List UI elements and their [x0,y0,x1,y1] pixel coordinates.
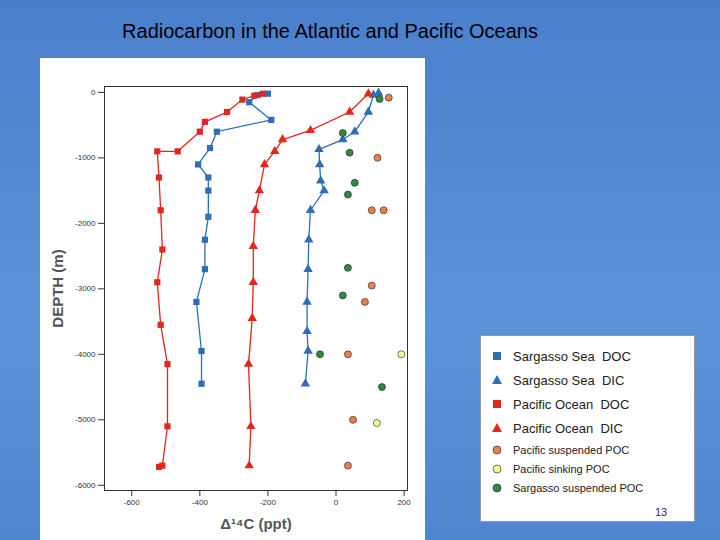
svg-text:0: 0 [334,498,339,507]
svg-text:0: 0 [91,88,96,97]
svg-text:-2000: -2000 [75,219,96,228]
svg-text:DEPTH (m): DEPTH (m) [49,249,66,327]
svg-text:-1000: -1000 [75,153,96,162]
html-text:Pacific suspended POC: Pacific suspended POC [513,443,630,456]
svg-text:Δ¹⁴C (ppt): Δ¹⁴C (ppt) [220,515,292,532]
html-text:Sargasso Sea DIC: Sargasso Sea DIC [513,372,625,388]
svg-text:-200: -200 [260,498,277,507]
svg-text:200: 200 [397,498,411,507]
html-text:Pacific Ocean DIC: Pacific Ocean DIC [513,420,623,436]
svg-text:-3000: -3000 [75,284,96,293]
html-text:Sargasso Sea DOC: Sargasso Sea DOC [513,348,631,364]
html-text:Sargasso suspended POC: Sargasso suspended POC [513,481,644,494]
svg-text:-5000: -5000 [75,415,96,424]
html-text:Pacific Ocean DOC: Pacific Ocean DOC [513,396,630,412]
html-text:Radiocarbon in the Atlantic an: Radiocarbon in the Atlantic and Pacific … [122,20,538,42]
html-text:Pacific sinking POC: Pacific sinking POC [513,462,610,475]
svg-text:-400: -400 [192,498,209,507]
svg-text:-6000: -6000 [75,481,96,490]
svg-text:-600: -600 [124,498,141,507]
svg-text:-4000: -4000 [75,350,96,359]
html-text:13: 13 [655,506,668,518]
